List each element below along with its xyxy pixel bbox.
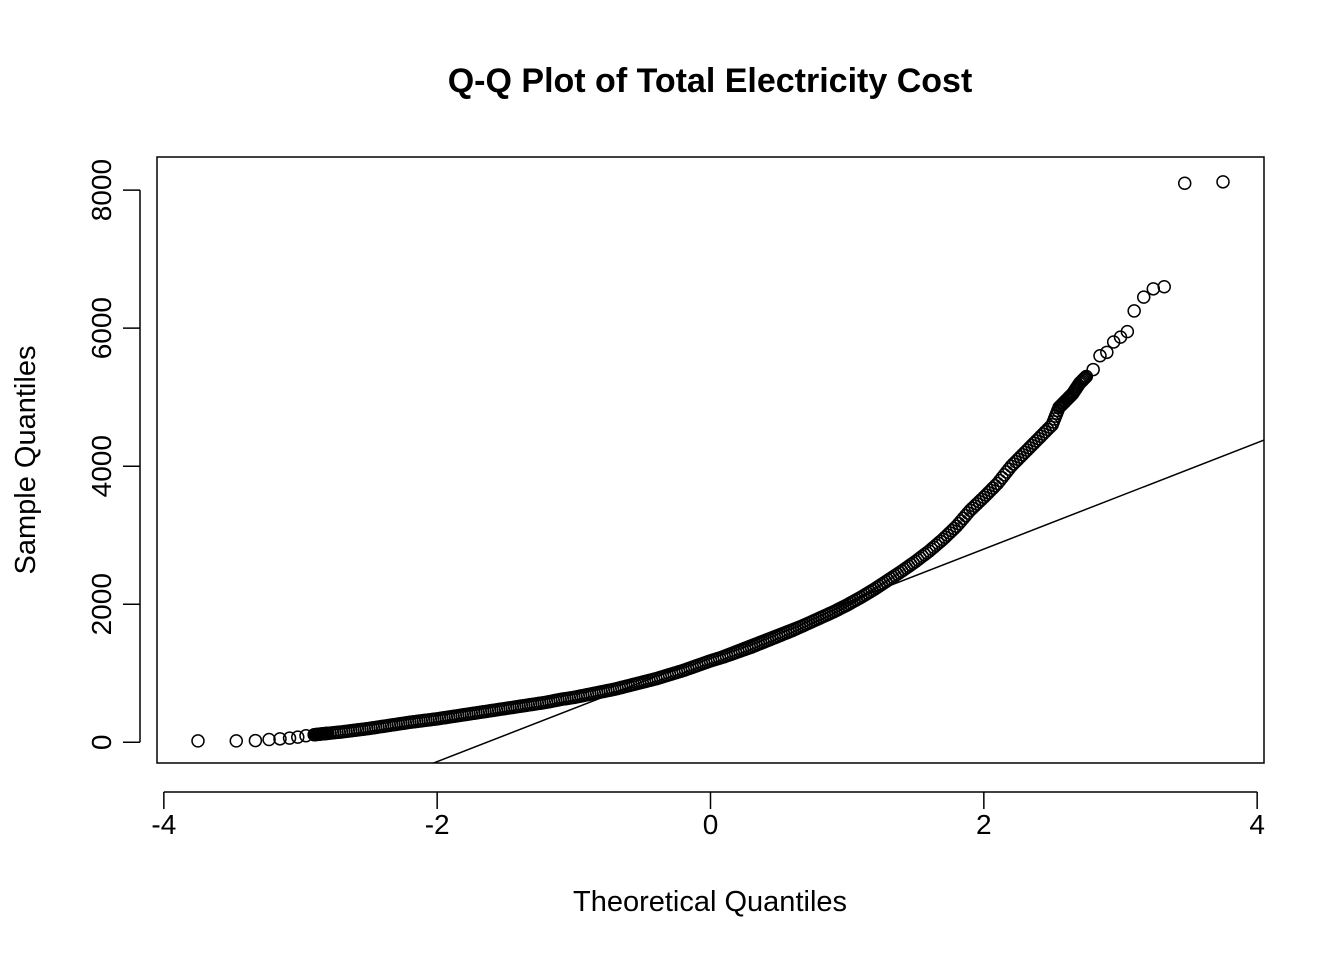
x-tick-label: -2 — [425, 809, 450, 840]
data-point — [1136, 290, 1151, 304]
data-point — [1120, 324, 1135, 339]
data-point — [979, 488, 993, 502]
plot-frame — [156, 156, 1265, 764]
data-point — [1015, 447, 1030, 462]
data-point — [1100, 345, 1114, 360]
data-point — [1075, 374, 1089, 388]
data-point — [1216, 175, 1230, 189]
x-axis-label: Theoretical Quantiles — [573, 886, 847, 918]
data-point — [291, 730, 305, 744]
y-axis-label: Sample Quantiles — [10, 346, 42, 575]
data-point — [1034, 429, 1048, 444]
data-point — [947, 521, 961, 536]
data-point — [1177, 176, 1192, 190]
data-point — [1053, 399, 1067, 414]
data-point — [999, 465, 1014, 479]
data-point — [1013, 450, 1028, 464]
x-tick-label: 0 — [703, 809, 719, 840]
data-point — [229, 734, 244, 748]
data-point — [1029, 434, 1043, 448]
data-point — [248, 733, 263, 748]
x-tick-label: 4 — [1249, 809, 1265, 840]
data-point — [961, 506, 975, 520]
data-point — [1157, 280, 1171, 294]
y-tick-label: 6000 — [86, 297, 117, 359]
data-point — [1060, 392, 1074, 407]
data-point — [911, 552, 925, 567]
data-point — [929, 538, 943, 552]
data-point — [1127, 304, 1141, 318]
data-point — [1106, 335, 1121, 349]
data-point — [1022, 441, 1037, 455]
data-points — [191, 175, 1230, 748]
data-point — [282, 731, 297, 745]
data-point — [1031, 431, 1046, 446]
data-point — [1018, 445, 1032, 460]
data-point — [1146, 282, 1161, 296]
data-point — [913, 551, 927, 565]
x-axis: -4 -2 0 2 4 — [151, 791, 1265, 840]
y-tick-label: 0 — [86, 735, 117, 751]
data-point — [983, 483, 998, 498]
data-point — [1024, 438, 1039, 453]
data-point — [986, 481, 1000, 495]
data-point — [890, 567, 905, 581]
data-point — [945, 523, 959, 538]
data-point — [1086, 362, 1100, 377]
data-point — [1078, 370, 1092, 385]
x-tick-label: -4 — [151, 809, 176, 840]
data-point — [262, 732, 276, 747]
chart-title: Q-Q Plot of Total Electricity Cost — [448, 62, 973, 100]
y-axis: 0 2000 4000 6000 8000 — [86, 159, 141, 751]
data-point — [981, 485, 996, 500]
data-point — [915, 549, 930, 564]
y-tick-label: 4000 — [86, 435, 117, 497]
data-point — [970, 497, 984, 511]
data-point — [1093, 349, 1107, 363]
data-point — [904, 557, 918, 572]
data-point — [1073, 375, 1088, 389]
data-point — [1011, 452, 1025, 467]
data-point — [1008, 454, 1023, 469]
data-point — [974, 492, 989, 507]
data-point — [1027, 436, 1041, 450]
x-tick-label: 2 — [976, 809, 992, 840]
data-point — [1036, 427, 1050, 441]
data-point — [1020, 443, 1034, 457]
data-point — [191, 734, 205, 748]
data-point — [1006, 457, 1021, 471]
data-point — [1076, 373, 1090, 387]
data-point — [942, 526, 957, 540]
y-tick-label: 2000 — [86, 573, 117, 635]
data-point — [1038, 424, 1053, 439]
data-point — [273, 732, 287, 746]
data-point — [958, 508, 973, 523]
data-point — [1077, 372, 1091, 386]
y-tick-label: 8000 — [86, 159, 117, 221]
plot-area — [191, 175, 1264, 763]
